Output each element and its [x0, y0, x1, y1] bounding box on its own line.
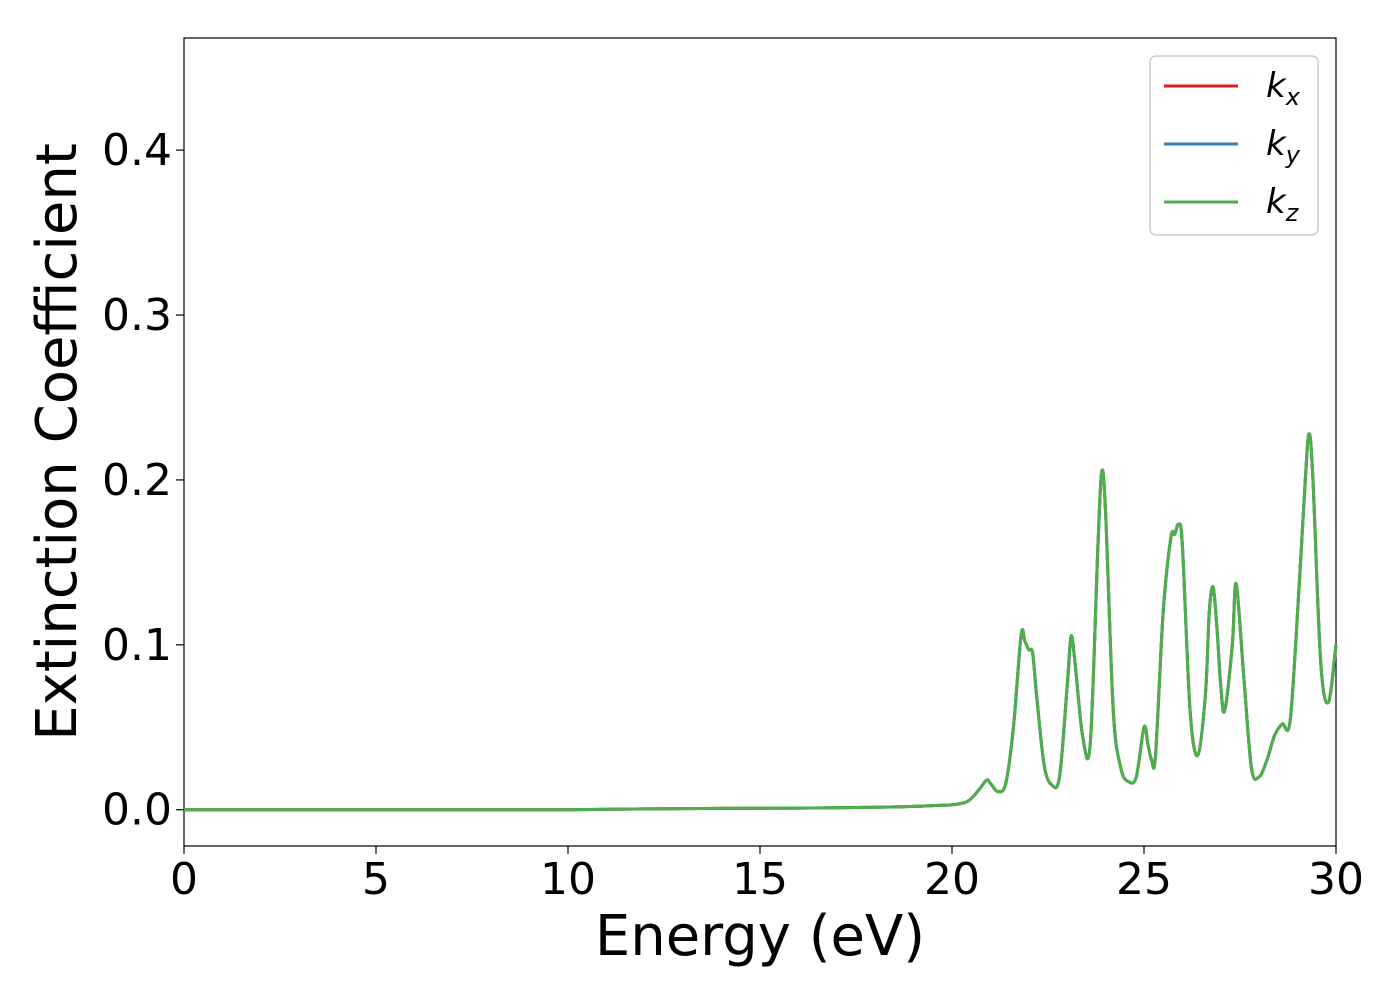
x-axis-ticks: 0 5 10 15 20 25 30 [170, 846, 1364, 905]
x-tick-label: 25 [1116, 854, 1172, 905]
x-tick-label: 10 [540, 854, 596, 905]
x-tick-label: 20 [924, 854, 980, 905]
x-tick-label: 5 [362, 854, 390, 905]
series-lines [184, 432, 1338, 812]
x-axis-title: Energy (eV) [595, 904, 925, 969]
y-axis-ticks: 0.0 0.1 0.2 0.3 0.4 [102, 125, 184, 836]
x-tick-label: 30 [1308, 854, 1364, 905]
x-tick-label: 15 [732, 854, 788, 905]
legend-label-kx: kx [1266, 66, 1301, 111]
y-tick-label: 0.2 [102, 455, 172, 506]
y-tick-label: 0.3 [102, 290, 172, 341]
series-line-kz [184, 432, 1338, 812]
x-tick-label: 0 [170, 854, 198, 905]
legend-label-kz: kz [1266, 182, 1300, 227]
legend: kx ky kz [1149, 55, 1319, 236]
legend-label-ky: ky [1266, 124, 1301, 169]
y-axis-title: Extinction Coefficient [25, 143, 90, 741]
y-tick-label: 0.4 [102, 125, 172, 176]
y-tick-label: 0.0 [102, 785, 172, 836]
y-tick-label: 0.1 [102, 620, 172, 671]
